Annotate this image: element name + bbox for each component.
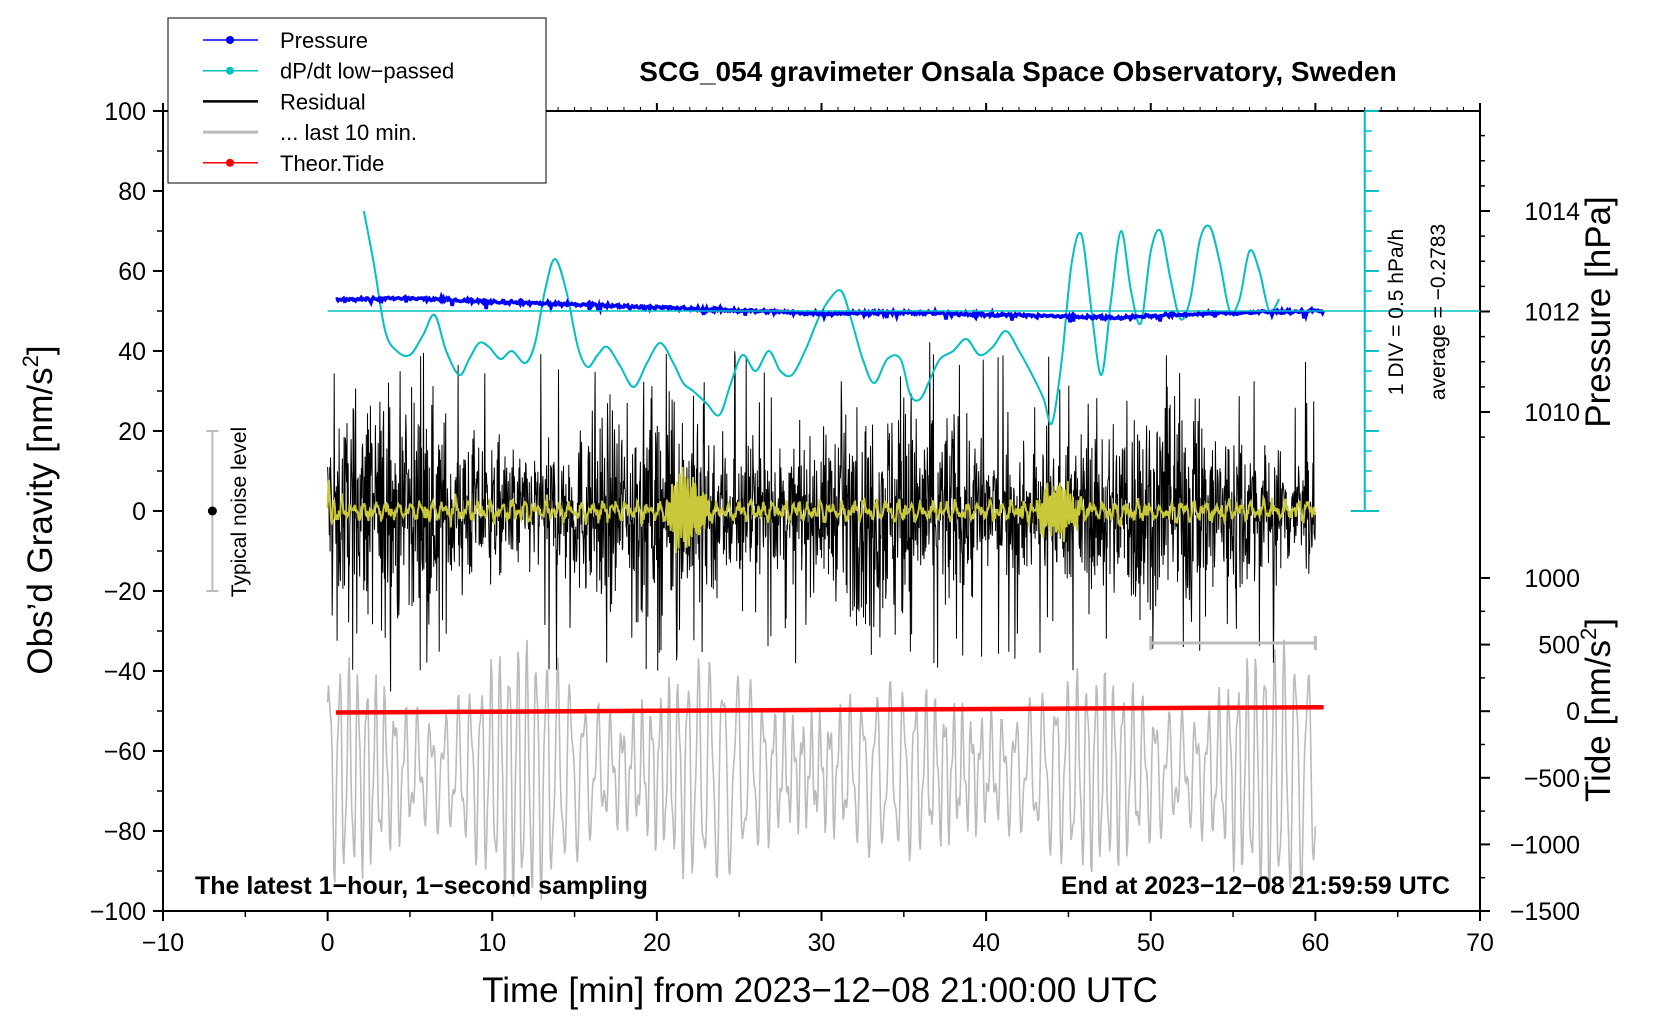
x-tick-label: 60: [1301, 929, 1329, 957]
scale-div-label: 1 DIV = 0.5 hPa/h: [1385, 229, 1408, 395]
y-tick-label: −20: [104, 578, 146, 606]
tide-tick-label: 0: [1566, 698, 1580, 726]
legend-label: dP/dt low−passed: [280, 59, 454, 84]
y-axis-label-pressure: Pressure [hPa]: [1579, 196, 1618, 428]
x-tick-label: 70: [1466, 929, 1494, 957]
y-tick-label: 20: [118, 418, 146, 446]
x-tick-label: 10: [478, 929, 506, 957]
y-tick-label: 60: [118, 258, 146, 286]
series-residual-lowpass: [326, 466, 1317, 554]
series-theor-tide: [335, 704, 1324, 715]
x-axis-label: Time [min] from 2023−12−08 21:00:00 UTC: [482, 971, 1158, 1010]
scale-average-label: average = −0.2783: [1427, 224, 1450, 400]
x-tick-label: −10: [142, 929, 184, 957]
x-tick-label: 0: [321, 929, 335, 957]
legend-label: ... last 10 min.: [280, 120, 417, 145]
legend-box: [167, 17, 547, 184]
series-dpdt: [362, 210, 1281, 426]
x-tick-label: 30: [808, 929, 836, 957]
legend-label: Residual: [280, 89, 366, 114]
pressure-tick-label: 1012: [1524, 299, 1580, 327]
legend-marker: [226, 158, 234, 167]
legend-label: Pressure: [280, 28, 368, 53]
y-tick-label: 40: [118, 338, 146, 366]
pressure-tick-label: 1014: [1524, 198, 1580, 226]
tide-tick-label: −1500: [1510, 898, 1580, 926]
x-tick-label: 40: [972, 929, 1000, 957]
tide-tick-label: 500: [1538, 632, 1580, 660]
legend-marker: [226, 36, 234, 44]
annotation-end-time: End at 2023−12−08 21:59:59 UTC: [1061, 872, 1450, 900]
legend-label: Theor.Tide: [280, 151, 384, 176]
y-axis-label-tide: Tide [nm/s2]: [1576, 618, 1618, 802]
y-tick-label: −80: [104, 818, 146, 846]
tide-tick-label: 1000: [1524, 565, 1580, 593]
pressure-tick-label: 1010: [1524, 399, 1580, 427]
tide-tick-label: −500: [1524, 765, 1580, 793]
annotation-sampling: The latest 1−hour, 1−second sampling: [195, 872, 648, 900]
y-tick-label: −60: [104, 738, 146, 766]
x-tick-label: 50: [1137, 929, 1165, 957]
x-tick-label: 20: [643, 929, 671, 957]
series-last-10-min: [326, 639, 1317, 900]
y-tick-label: 80: [118, 178, 146, 206]
tide-tick-label: −1000: [1510, 831, 1580, 859]
y-tick-label: −40: [104, 658, 146, 686]
legend: Pressure dP/dt low−passed Residual ... last…: [167, 17, 547, 184]
y-tick-label: 0: [132, 498, 146, 526]
noise-level-label: Typical noise level: [228, 427, 251, 597]
series-residual: [327, 342, 1316, 692]
noise-level-dot: [207, 506, 217, 516]
y-tick-label: 100: [104, 98, 146, 126]
legend-marker: [226, 66, 234, 75]
series-pressure: [335, 291, 1326, 323]
y-tick-label: −100: [90, 898, 146, 926]
y-axis-label-left: Obs’d Gravity [nm/s2]: [18, 345, 60, 674]
chart-title: SCG_054 gravimeter Onsala Space Observat…: [639, 56, 1396, 87]
